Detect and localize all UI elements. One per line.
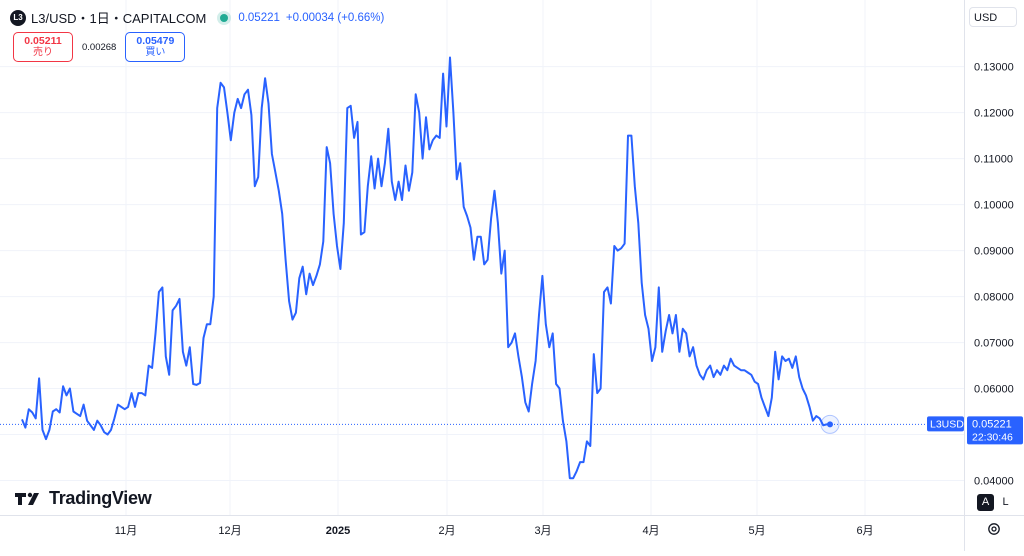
market-open-status-icon[interactable] (220, 13, 229, 22)
price-tick-label: 0.13000 (974, 62, 1014, 74)
time-axis[interactable]: 11月 12月 2025 2月 3月 4月 5月 6月 (0, 515, 964, 551)
header-price-change: +0.00034 (+0.66%) (285, 11, 385, 24)
price-tick-label: 0.12000 (974, 108, 1014, 120)
header-last-price: 0.05221 (238, 11, 280, 24)
time-axis-labels: 11月 12月 2025 2月 3月 4月 5月 6月 (115, 525, 874, 537)
sell-price: 0.05211 (24, 35, 62, 47)
price-tick-label: 0.06000 (974, 384, 1014, 396)
time-tick-label: 6月 (856, 525, 873, 537)
axis-corner (964, 515, 1024, 551)
buy-label: 買い (145, 47, 166, 58)
price-axis-labels: 0.040000.050000.060000.070000.080000.090… (967, 62, 1023, 488)
axis-settings-button[interactable] (987, 522, 1001, 541)
price-axis[interactable]: 0.040000.050000.060000.070000.080000.090… (964, 0, 1024, 515)
symbol-price-tag-text: L3USD (930, 418, 964, 430)
time-tick-label: 11月 (115, 525, 137, 537)
symbol-title[interactable]: L3/USD・1日・CAPITALCOM (31, 11, 207, 26)
time-tick-label: 2月 (438, 525, 455, 537)
grid-lines (0, 0, 964, 515)
gear-icon (988, 523, 1000, 535)
price-tick-label: 0.10000 (974, 200, 1014, 212)
tradingview-logo-icon (15, 492, 39, 505)
quote-buttons: 0.05211 売り 0.00268 0.05479 買い (13, 32, 186, 62)
tradingview-logo[interactable]: TradingView (15, 488, 152, 509)
time-tick-label: 4月 (642, 525, 659, 537)
buy-price: 0.05479 (136, 35, 175, 47)
price-chart[interactable]: L3USD (0, 0, 964, 515)
symbol-logo-icon[interactable]: L3 (10, 9, 26, 26)
chart-area[interactable]: L3USD (0, 0, 964, 515)
price-series-line (21, 56, 830, 480)
symbol-header: L3 L3/USD・1日・CAPITALCOM 0.05221 +0.00034… (10, 8, 384, 27)
auto-scale-button[interactable]: A (977, 494, 994, 511)
sell-label: 売り (33, 47, 53, 58)
last-point-dot (827, 421, 833, 428)
price-tick-label: 0.09000 (974, 246, 1014, 258)
symbol-price-tag-bg (927, 416, 964, 432)
bar-countdown: 22:30:46 (972, 431, 1013, 443)
last-price-label-bg (967, 416, 1023, 445)
scale-buttons: A L (977, 494, 1017, 511)
price-tick-label: 0.11000 (974, 154, 1013, 166)
price-tick-label: 0.04000 (974, 476, 1014, 488)
time-tick-label: 3月 (534, 525, 551, 537)
log-scale-button[interactable]: L (1002, 496, 1009, 508)
price-tick-label: 0.08000 (974, 292, 1014, 304)
time-tick-label: 5月 (748, 525, 765, 537)
spread-value: 0.00268 (82, 41, 117, 53)
symbol-price-tag: L3USD (927, 416, 964, 432)
currency-selector[interactable]: USD (969, 7, 1017, 27)
time-tick-label: 12月 (218, 525, 241, 537)
price-tick-label: 0.07000 (974, 338, 1014, 350)
buy-button[interactable]: 0.05479 買い (125, 32, 186, 62)
last-price-value: 0.05221 (972, 418, 1012, 430)
sell-button[interactable]: 0.05211 売り (13, 32, 73, 62)
time-tick-label: 2025 (326, 525, 350, 537)
tradingview-logo-text: TradingView (49, 488, 152, 508)
